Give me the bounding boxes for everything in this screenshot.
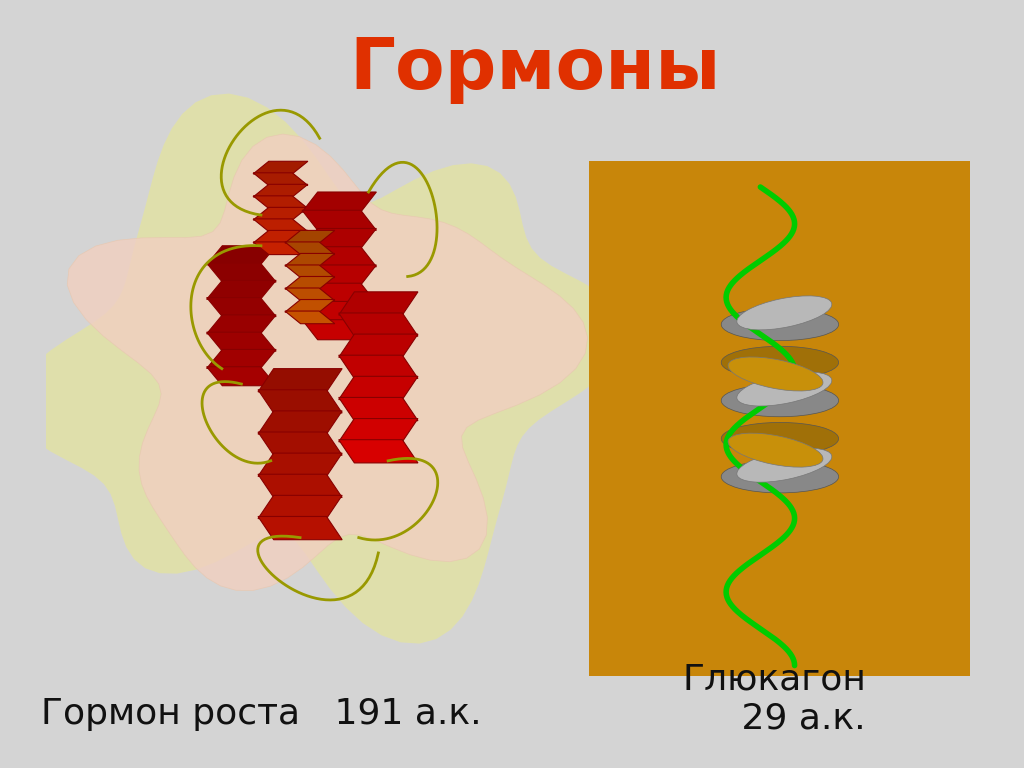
Polygon shape — [339, 439, 418, 463]
Polygon shape — [253, 173, 308, 186]
Polygon shape — [302, 283, 377, 303]
Text: Гормон роста   191 а.к.: Гормон роста 191 а.к. — [41, 697, 481, 731]
Polygon shape — [207, 246, 276, 265]
Text: Гормоны: Гормоны — [349, 35, 721, 104]
Polygon shape — [258, 411, 342, 434]
Polygon shape — [207, 263, 276, 282]
Polygon shape — [258, 369, 342, 392]
Polygon shape — [302, 192, 377, 212]
Polygon shape — [285, 265, 335, 278]
Polygon shape — [302, 229, 377, 249]
Polygon shape — [258, 432, 342, 455]
Polygon shape — [339, 292, 418, 315]
Polygon shape — [285, 300, 335, 313]
Polygon shape — [339, 398, 418, 421]
Ellipse shape — [721, 384, 839, 417]
Polygon shape — [207, 349, 276, 369]
Polygon shape — [285, 253, 335, 266]
Polygon shape — [285, 242, 335, 255]
Ellipse shape — [728, 433, 823, 467]
Polygon shape — [13, 94, 626, 644]
Polygon shape — [207, 332, 276, 351]
Polygon shape — [285, 230, 335, 243]
Polygon shape — [339, 334, 418, 357]
Ellipse shape — [737, 296, 831, 330]
Polygon shape — [258, 390, 342, 413]
Polygon shape — [207, 367, 276, 386]
Polygon shape — [302, 210, 377, 230]
Ellipse shape — [721, 346, 839, 379]
FancyBboxPatch shape — [589, 161, 970, 676]
Polygon shape — [302, 319, 377, 339]
Polygon shape — [258, 495, 342, 518]
Ellipse shape — [721, 422, 839, 455]
Polygon shape — [339, 419, 418, 442]
Ellipse shape — [737, 449, 831, 482]
Polygon shape — [302, 247, 377, 266]
Polygon shape — [339, 376, 418, 399]
Polygon shape — [285, 311, 335, 324]
Polygon shape — [253, 207, 308, 220]
Polygon shape — [68, 134, 588, 591]
Polygon shape — [253, 196, 308, 208]
Polygon shape — [253, 184, 308, 197]
Polygon shape — [253, 230, 308, 243]
Polygon shape — [253, 161, 308, 174]
Ellipse shape — [728, 357, 823, 391]
Polygon shape — [285, 288, 335, 300]
Polygon shape — [285, 276, 335, 290]
Polygon shape — [302, 265, 377, 285]
Text: Глюкагон
     29 а.к.: Глюкагон 29 а.к. — [683, 662, 866, 736]
Polygon shape — [258, 475, 342, 498]
Polygon shape — [253, 219, 308, 231]
Polygon shape — [253, 242, 308, 254]
Polygon shape — [302, 301, 377, 322]
Ellipse shape — [737, 372, 831, 406]
Polygon shape — [207, 315, 276, 334]
Polygon shape — [339, 313, 418, 336]
Polygon shape — [258, 516, 342, 540]
Polygon shape — [207, 280, 276, 300]
Polygon shape — [258, 453, 342, 476]
Ellipse shape — [721, 461, 839, 493]
Polygon shape — [339, 356, 418, 379]
Ellipse shape — [721, 308, 839, 340]
Polygon shape — [207, 297, 276, 316]
